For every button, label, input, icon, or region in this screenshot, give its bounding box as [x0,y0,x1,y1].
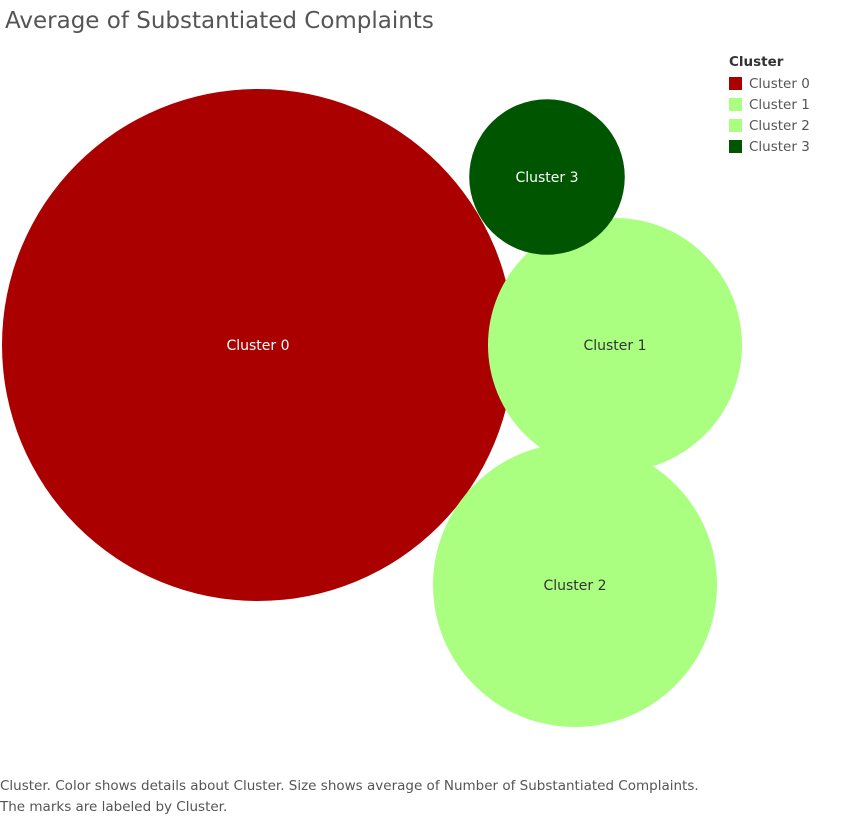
bubble-circle[interactable] [469,99,625,255]
legend-label: Cluster 2 [749,117,810,134]
bubble-cluster-1[interactable]: Cluster 1 [487,217,743,473]
bubble-cluster-0[interactable]: Cluster 0 [2,89,514,601]
bubble-circle[interactable] [487,217,743,473]
legend-item-cluster-3[interactable]: Cluster 3 [729,136,810,157]
bubble-chart: Cluster 0 Cluster 1 Cluster 2 Cluster 3 [2,89,743,728]
bubble-label: Cluster 3 [515,170,578,186]
bubble-circle[interactable] [432,442,718,728]
legend-swatch [729,77,742,90]
chart-title: Average of Substantiated Complaints [5,8,434,34]
legend-item-cluster-1[interactable]: Cluster 1 [729,94,810,115]
legend-swatch [729,98,742,111]
legend-label: Cluster 1 [749,96,810,113]
legend-swatch [729,119,742,132]
bubble-cluster-3[interactable]: Cluster 3 [469,99,625,255]
chart-caption: Cluster. Color shows details about Clust… [0,778,699,815]
legend-label: Cluster 0 [749,75,810,92]
legend-item-cluster-2[interactable]: Cluster 2 [729,115,810,136]
bubble-cluster-2[interactable]: Cluster 2 [432,442,718,728]
legend-label: Cluster 3 [749,138,810,155]
bubble-label: Cluster 0 [226,338,289,354]
bubble-label: Cluster 1 [583,338,646,354]
legend: Cluster Cluster 0 Cluster 1 Cluster 2 Cl… [729,54,810,157]
bubble-label: Cluster 2 [543,578,606,594]
legend-swatch [729,140,742,153]
legend-item-cluster-0[interactable]: Cluster 0 [729,73,810,94]
legend-title: Cluster [729,54,784,70]
bubble-circle[interactable] [2,89,514,601]
